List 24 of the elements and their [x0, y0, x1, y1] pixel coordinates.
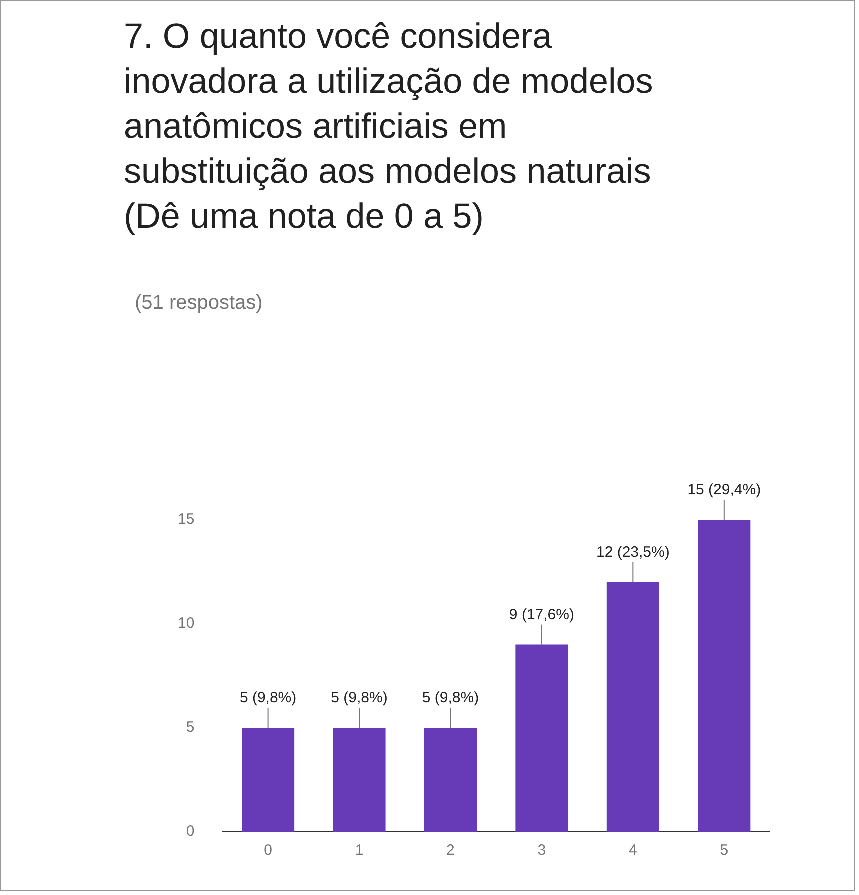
x-tick-label: 1: [355, 842, 364, 860]
data-label: 5 (9,8%): [240, 690, 297, 707]
y-tick-label: 0: [186, 823, 195, 840]
y-tick-label: 5: [186, 719, 195, 736]
x-tick-label: 5: [720, 842, 729, 860]
bar: [516, 644, 568, 832]
data-label: 15 (29,4%): [688, 482, 762, 499]
data-label: 5 (9,8%): [331, 690, 388, 707]
data-label: 5 (9,8%): [422, 690, 480, 707]
y-tick-label: 15: [178, 511, 195, 528]
bar: [424, 728, 478, 832]
x-tick-label: 2: [446, 842, 455, 860]
data-label: 12 (23,5%): [596, 544, 670, 562]
x-tick-label: 3: [538, 842, 546, 860]
bar: [698, 520, 751, 832]
bar: [242, 728, 295, 832]
x-tick-label: 0: [264, 842, 272, 860]
chart-subtitle: (51 respostas): [135, 292, 263, 315]
y-tick-label: 10: [178, 615, 195, 632]
x-tick-label: 4: [629, 842, 638, 860]
bar: [333, 728, 386, 832]
bar: [606, 582, 660, 832]
data-label: 9 (17,6%): [509, 606, 574, 624]
chart-title: 7. O quanto você considera inovadora a utilização de modelos anatômicos artificiais em substituição aos modelos naturais (Dê uma nota de 0 a 5): [124, 16, 654, 238]
